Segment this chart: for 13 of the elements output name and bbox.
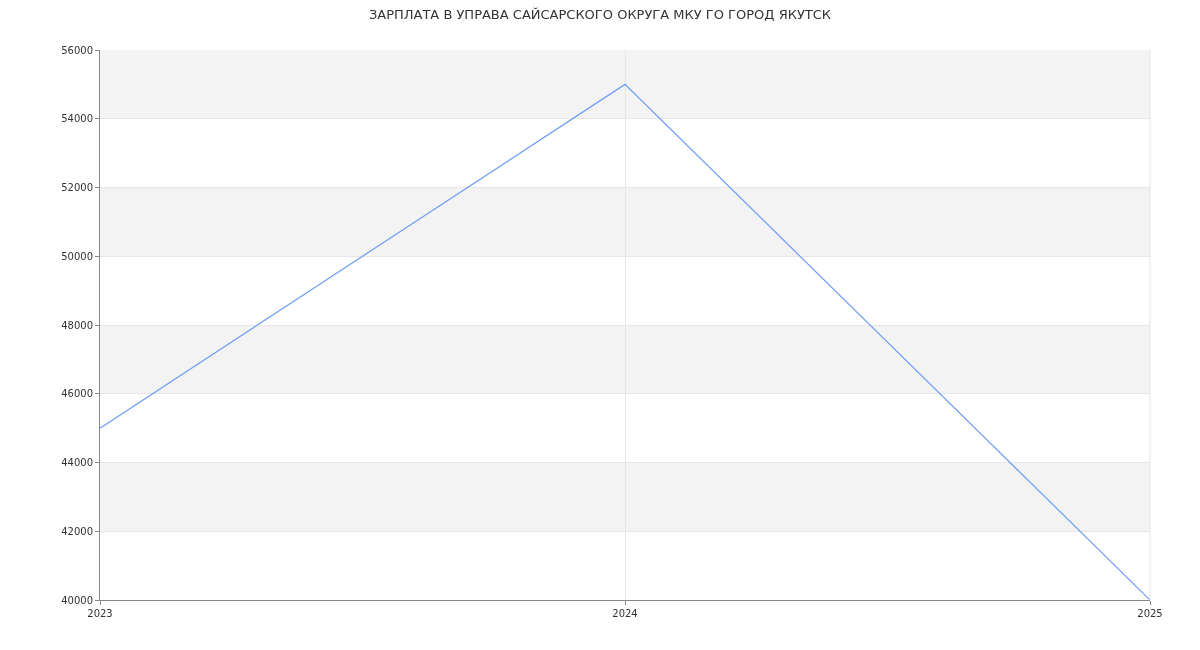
y-tick-label: 40000: [61, 594, 93, 606]
y-tick-label: 56000: [61, 44, 93, 56]
y-tick-label: 44000: [61, 457, 93, 468]
x-tick-label: 2023: [87, 608, 113, 619]
y-tick-label: 50000: [61, 250, 93, 262]
y-tick-label: 42000: [61, 525, 93, 537]
y-tick-label: 54000: [61, 113, 93, 125]
y-tick-label: 52000: [61, 182, 93, 193]
chart-title: ЗАРПЛАТА В УПРАВА САЙСАРСКОГО ОКРУГА МКУ ГО ГОРОД ЯКУТСК: [368, 6, 832, 22]
x-tick-label: 2025: [1137, 608, 1163, 619]
y-tick-label: 48000: [61, 319, 93, 331]
y-tick-label: 46000: [61, 388, 93, 400]
x-tick-label: 2024: [612, 608, 638, 619]
